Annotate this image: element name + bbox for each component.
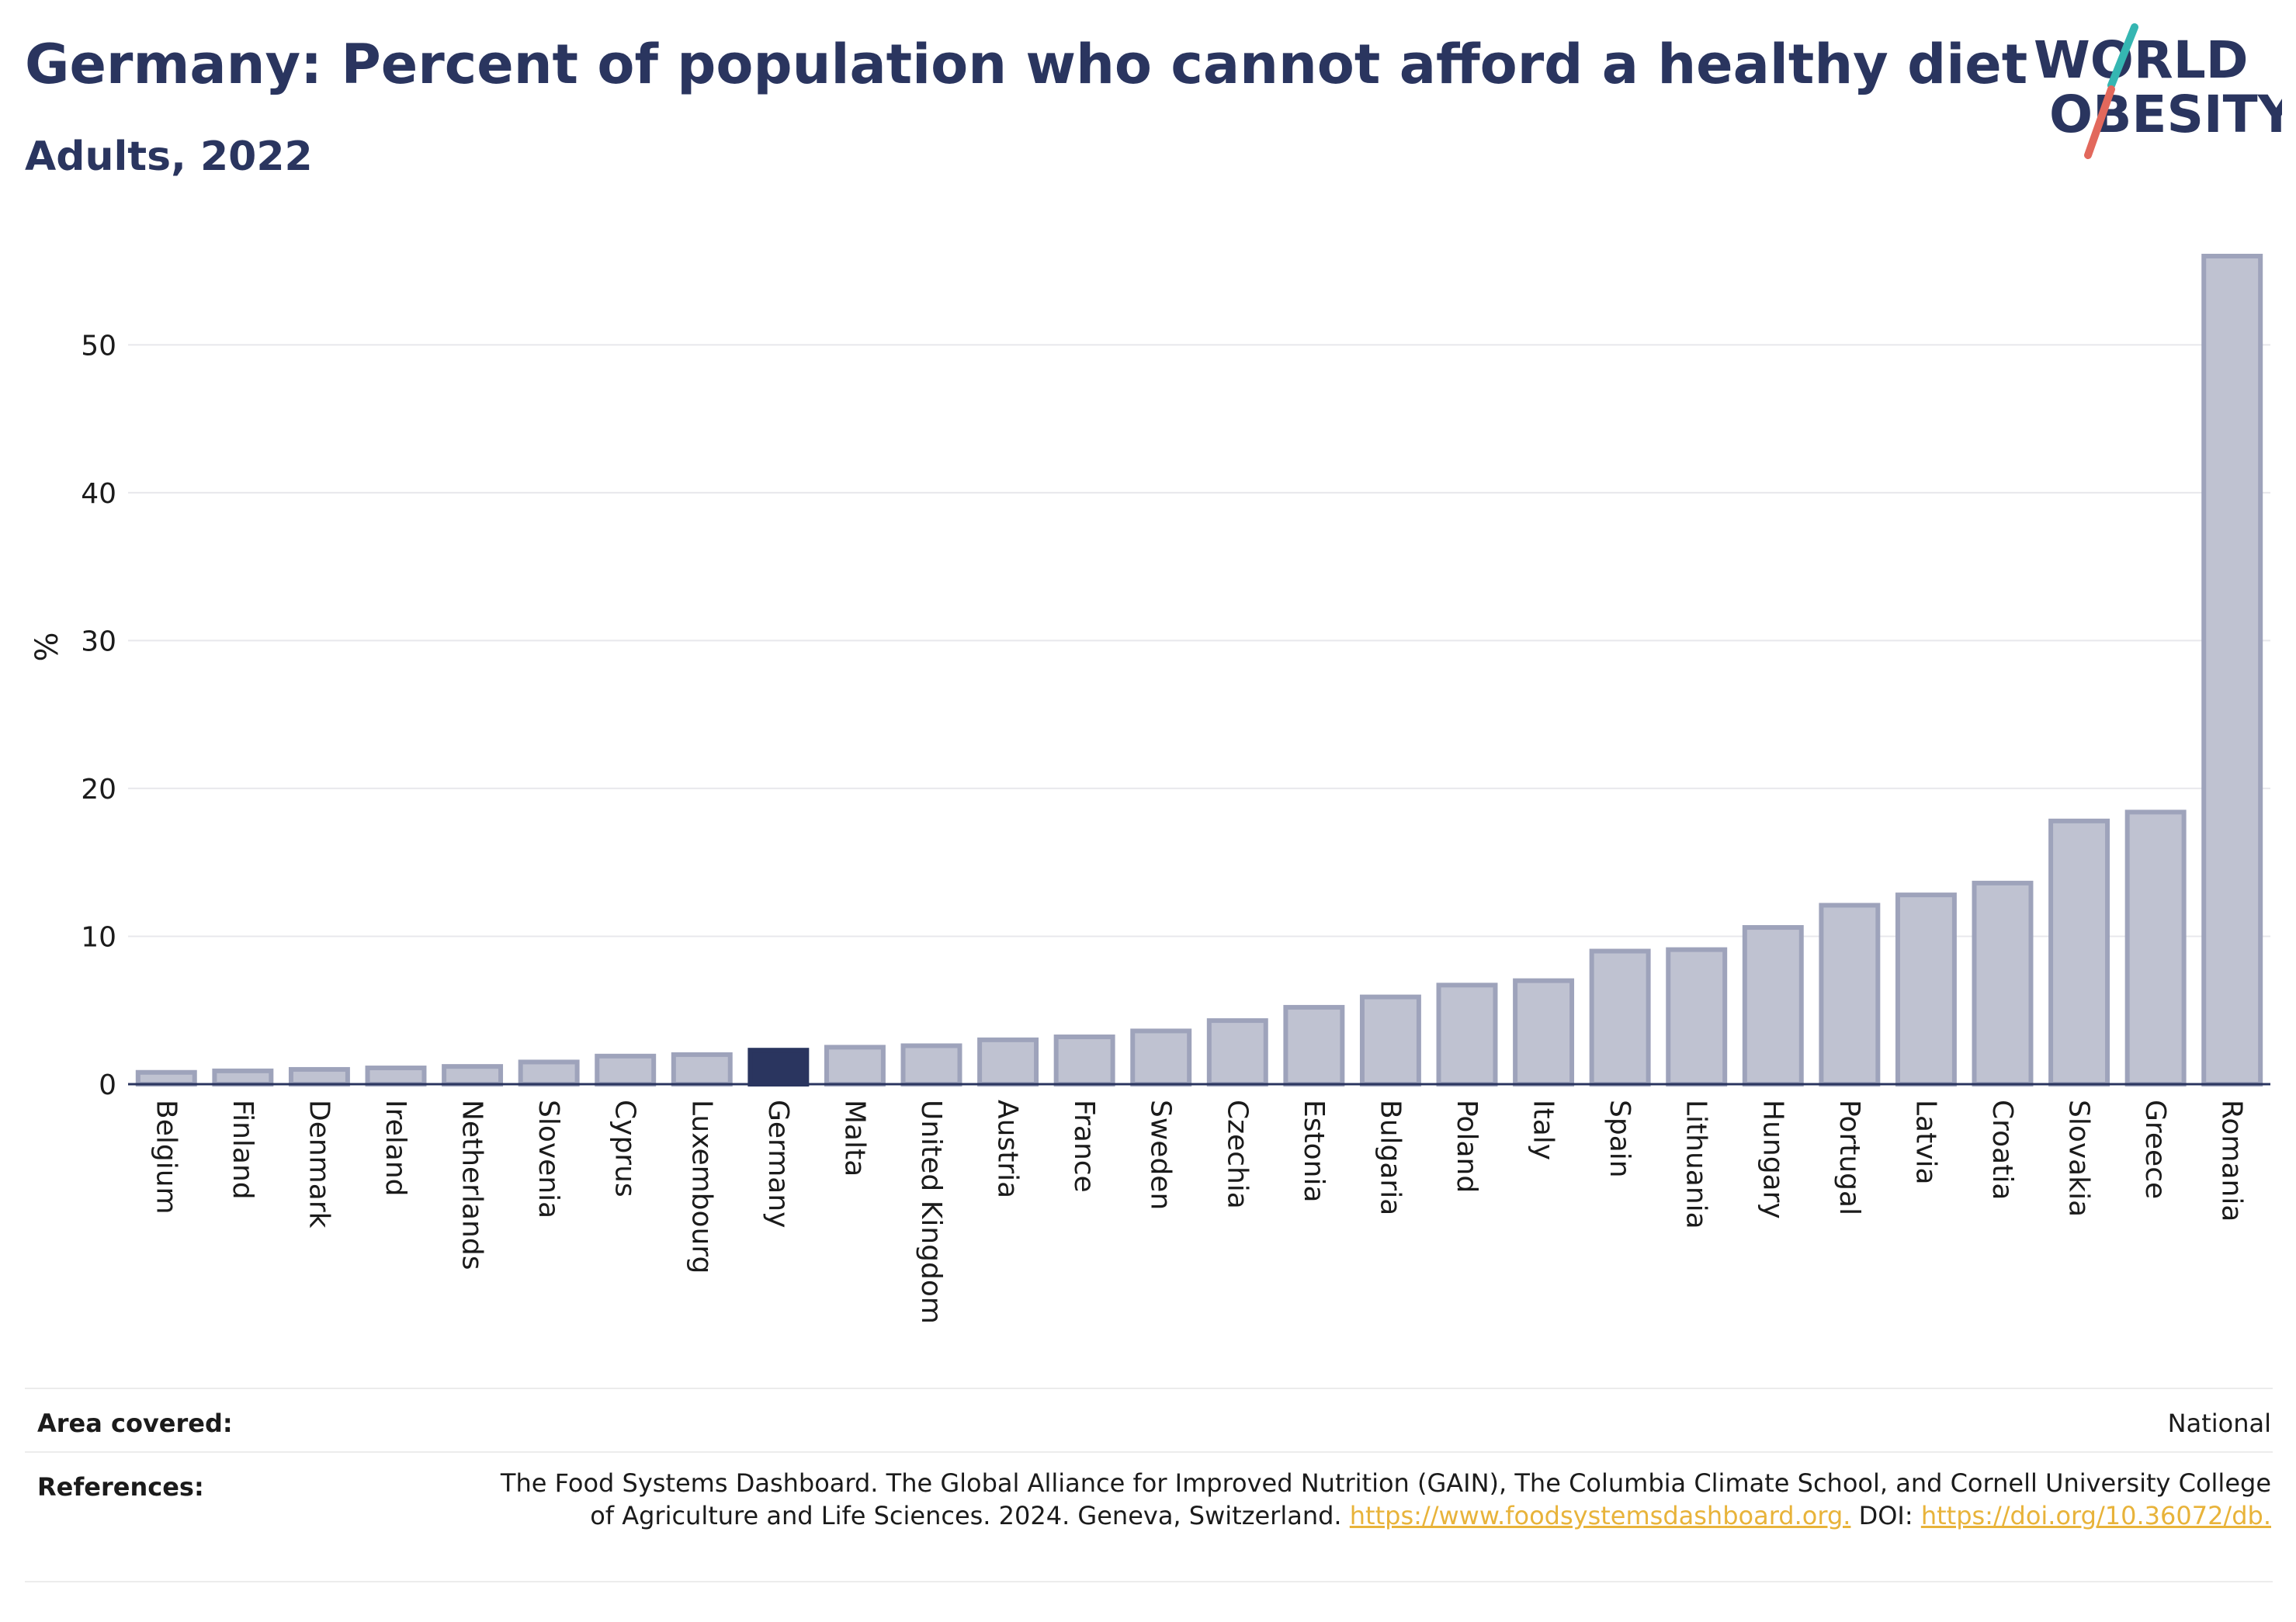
x-tick-label-slovenia: Slovenia — [532, 1100, 564, 1218]
bar-france — [1053, 1035, 1115, 1087]
bar-ireland — [365, 1066, 427, 1087]
bar-finland — [212, 1068, 274, 1087]
y-tick-label-10: 10 — [81, 921, 116, 953]
logo-slash-coral — [2084, 85, 2115, 159]
x-tick-label-belgium: Belgium — [150, 1100, 182, 1215]
footer-divider-bottom — [25, 1581, 2273, 1582]
bar-bulgaria — [1359, 994, 1421, 1087]
bar-austria — [977, 1037, 1039, 1087]
bar-chart: 0 10 20 30 40 50% Belgium Finland Denmark Ireland… — [29, 254, 2270, 1324]
x-tick-label-romania: Romania — [2216, 1100, 2248, 1222]
references-label: References: — [37, 1472, 204, 1502]
logo-line-obesity: OBESITY — [2049, 85, 2282, 144]
bar-luxembourg — [671, 1052, 733, 1087]
x-tick-label-sweden: Sweden — [1145, 1100, 1177, 1210]
x-tick-label-austria: Austria — [992, 1100, 1024, 1198]
bar-germany — [747, 1048, 810, 1087]
x-tick-label-portugal: Portugal — [1833, 1100, 1865, 1215]
x-tick-label-poland: Poland — [1451, 1100, 1483, 1193]
bar-estonia — [1283, 1004, 1345, 1087]
bar-sweden — [1130, 1028, 1192, 1087]
x-tick-label-hungary: Hungary — [1757, 1100, 1788, 1219]
bar-greece — [2124, 809, 2187, 1087]
bar-malta — [824, 1045, 886, 1087]
y-tick-label-20: 20 — [81, 774, 116, 806]
references-text: The Food Systems Dashboard. The Global A… — [486, 1467, 2271, 1532]
bar-belgium — [135, 1069, 197, 1087]
area-covered-value: National — [2167, 1409, 2271, 1438]
x-tick-label-slovakia: Slovakia — [2063, 1100, 2095, 1217]
x-tick-label-latvia: Latvia — [1909, 1100, 1941, 1185]
x-tick-label-malta: Malta — [838, 1100, 870, 1177]
x-tick-label-denmark: Denmark — [303, 1100, 335, 1229]
bar-lithuania — [1666, 947, 1728, 1087]
bar-poland — [1436, 983, 1498, 1087]
logo-slash-teal — [2107, 23, 2138, 89]
y-tick-label-30: 30 — [81, 626, 116, 657]
y-tick-label-40: 40 — [81, 478, 116, 510]
bar-croatia — [1972, 880, 2034, 1087]
x-tick-label-lithuania: Lithuania — [1680, 1100, 1712, 1229]
references-body: The Food Systems Dashboard. The Global A… — [500, 1468, 2271, 1530]
logo-line-world: WORLD — [2034, 30, 2249, 90]
references-doi-label: DOI: — [1858, 1501, 1913, 1530]
x-tick-label-spain: Spain — [1604, 1100, 1635, 1178]
x-tick-label-bulgaria: Bulgaria — [1374, 1100, 1406, 1215]
bar-slovakia — [2048, 818, 2110, 1087]
y-tick-label-50: 50 — [81, 330, 116, 362]
x-tick-label-ireland: Ireland — [380, 1100, 411, 1197]
x-tick-label-germany: Germany — [762, 1100, 794, 1228]
chart-title: Germany: Percent of population who canno… — [25, 33, 2028, 96]
bar-czechia — [1206, 1018, 1268, 1087]
bar-united-kingdom — [900, 1043, 962, 1087]
bar-hungary — [1742, 925, 1804, 1087]
world-obesity-logo: WORLD OBESITY — [2034, 23, 2282, 159]
bar-latvia — [1895, 892, 1957, 1087]
chart-subtitle: Adults, 2022 — [25, 133, 313, 180]
x-tick-label-czechia: Czechia — [1221, 1100, 1253, 1209]
x-tick-label-croatia: Croatia — [1986, 1100, 2018, 1200]
bar-netherlands — [442, 1064, 504, 1087]
references-link-dashboard[interactable]: https://www.foodsystemsdashboard.org. — [1349, 1501, 1851, 1530]
y-axis-label: % — [29, 632, 65, 661]
x-tick-label-italy: Italy — [1528, 1100, 1559, 1160]
x-tick-label-greece: Greece — [2139, 1100, 2171, 1199]
bar-cyprus — [595, 1053, 657, 1087]
bar-denmark — [288, 1066, 350, 1087]
x-tick-label-estonia: Estonia — [1298, 1100, 1330, 1203]
bar-spain — [1589, 948, 1651, 1087]
references-link-doi[interactable]: https://doi.org/10.36072/db. — [1920, 1501, 2271, 1530]
footer-divider-top — [25, 1388, 2273, 1389]
x-tick-label-cyprus: Cyprus — [609, 1100, 641, 1197]
bar-romania — [2201, 254, 2263, 1087]
bar-italy — [1513, 978, 1575, 1087]
x-tick-label-finland: Finland — [227, 1100, 258, 1200]
bar-slovenia — [518, 1059, 580, 1087]
x-tick-label-netherlands: Netherlands — [456, 1100, 488, 1270]
x-tick-label-france: France — [1068, 1100, 1100, 1193]
footer-divider-middle — [25, 1451, 2273, 1453]
x-tick-label-united-kingdom: United Kingdom — [915, 1100, 947, 1324]
area-covered-label: Area covered: — [37, 1409, 233, 1438]
x-tick-label-luxembourg: Luxembourg — [685, 1100, 717, 1274]
y-tick-label-0: 0 — [99, 1069, 116, 1101]
bar-portugal — [1819, 903, 1881, 1087]
